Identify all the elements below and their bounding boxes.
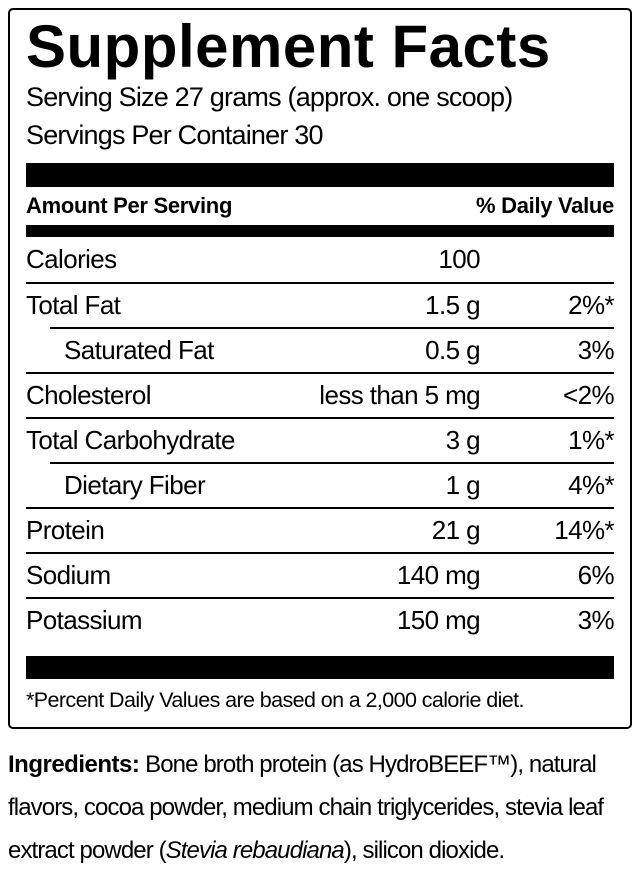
ingredients-text-2: ), silicon dioxide. — [343, 837, 505, 864]
nutrient-amount: 0.5 g — [425, 335, 480, 365]
ingredients-species-name: Stevia rebaudiana — [165, 837, 345, 864]
nutrient-amount: 150 mg — [396, 605, 481, 635]
daily-value-label: % Daily Value — [476, 193, 614, 218]
ingredients-paragraph: Ingredients: Bone broth protein (as Hydr… — [8, 743, 634, 872]
amount-per-serving-label: Amount Per Serving — [26, 193, 233, 218]
nutrient-amount: 140 mg — [396, 560, 481, 590]
daily-value-footnote: *Percent Daily Values are based on a 2,0… — [26, 688, 524, 712]
supplement-facts-label: Supplement Facts Serving Size 27 grams (… — [8, 8, 632, 729]
nutrient-dv: 1%* — [568, 425, 615, 455]
table-row: Saturated Fat 0.5 g 3% — [50, 327, 615, 372]
nutrient-amount: 100 — [438, 244, 480, 274]
nutrient-dv: 4%* — [568, 470, 615, 500]
table-row: Total Carbohydrate 3 g 1%* — [26, 417, 615, 462]
thick-rule-header — [26, 225, 614, 237]
nutrient-dv: 14%* — [554, 515, 614, 545]
nutrient-name: Saturated Fat — [64, 335, 214, 365]
thick-rule-bottom — [26, 656, 614, 679]
nutrient-dv: 3% — [577, 335, 615, 365]
table-row: Calories 100 — [26, 237, 614, 282]
ingredients-text-1: Bone broth protein (as HydroBEEF™), natu… — [8, 751, 604, 864]
page-title: Supplement Facts — [26, 13, 551, 80]
table-row: Dietary Fiber 1 g 4%* — [50, 462, 615, 507]
nutrient-amount: 1.5 g — [425, 290, 480, 320]
nutrient-amount: 1 g — [445, 470, 481, 500]
nutrient-amount: 3 g — [445, 425, 481, 455]
nutrient-name: Calories — [26, 244, 117, 274]
servings-per-container-line: Servings Per Container 30 — [26, 120, 323, 150]
nutrient-dv: 6% — [577, 560, 615, 590]
nutrient-name: Total Fat — [26, 290, 121, 320]
nutrient-name: Total Carbohydrate — [26, 425, 235, 455]
nutrient-dv: 3% — [577, 605, 615, 635]
thick-rule-top — [26, 163, 614, 187]
nutrient-amount: 21 g — [431, 515, 481, 545]
table-row: Cholesterol less than 5 mg <2% — [26, 372, 615, 417]
table-header-row: Amount Per Serving % Daily Value — [26, 187, 614, 225]
serving-size-line: Serving Size 27 grams (approx. one scoop… — [26, 82, 513, 112]
nutrient-amount: less than 5 mg — [319, 380, 480, 410]
table-row: Total Fat 1.5 g 2%* — [26, 282, 615, 327]
table-row: Potassium 150 mg 3% — [26, 597, 615, 642]
ingredients-label: Ingredients: — [8, 751, 140, 778]
nutrition-table: Calories 100 Total Fat 1.5 g 2%* Saturat… — [26, 237, 615, 642]
nutrient-dv: 2%* — [568, 290, 615, 320]
nutrient-name: Protein — [26, 515, 105, 545]
table-row: Sodium 140 mg 6% — [26, 552, 615, 597]
nutrient-name: Cholesterol — [26, 380, 152, 410]
nutrient-name: Sodium — [26, 560, 111, 590]
table-row: Protein 21 g 14%* — [26, 507, 615, 552]
nutrient-name: Potassium — [26, 605, 143, 635]
nutrient-dv: <2% — [563, 380, 615, 410]
nutrient-name: Dietary Fiber — [64, 470, 206, 500]
